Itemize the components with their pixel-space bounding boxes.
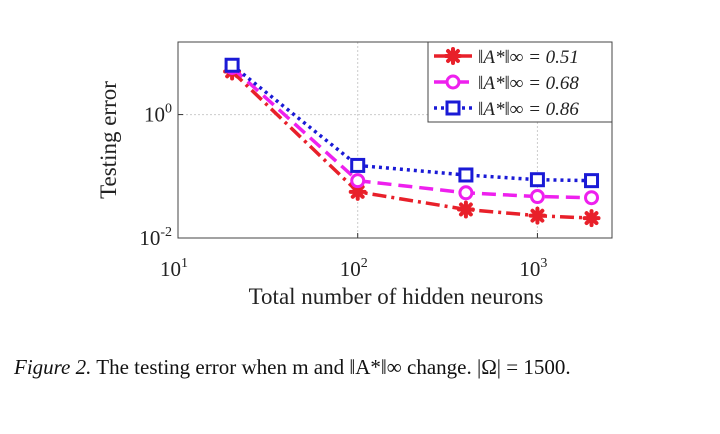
series-line (231, 63, 592, 183)
marker (348, 182, 367, 201)
marker (350, 173, 366, 189)
marker (584, 190, 600, 206)
marker (582, 209, 601, 228)
caption: Figure 2. The testing error when m and ‖… (14, 352, 709, 383)
x-tick-label: 102 (340, 256, 368, 281)
y-tick-label: 100 (144, 102, 172, 127)
marker (529, 172, 545, 188)
marker (224, 57, 240, 73)
y-axis-label: Testing error (96, 81, 121, 199)
tick-exponent: 3 (540, 256, 547, 271)
marker (458, 185, 474, 201)
tick-base: 10 (144, 103, 165, 127)
marker (458, 167, 474, 183)
tick-base: 10 (340, 257, 361, 281)
tick-base: 10 (139, 226, 160, 250)
tick-exponent: 1 (181, 256, 188, 271)
marker (350, 157, 366, 173)
legend-label: ‖A*‖∞ = 0.86 (478, 99, 579, 120)
x-axis-label: Total number of hidden neurons (249, 284, 544, 309)
marker (584, 173, 600, 189)
tick-exponent: 0 (165, 102, 172, 117)
tick-exponent: -2 (160, 225, 172, 240)
marker (529, 189, 545, 205)
legend-marker (444, 47, 462, 65)
x-tick-label: 103 (519, 256, 547, 281)
tick-base: 10 (160, 257, 181, 281)
legend-marker (445, 74, 461, 90)
legend-marker (445, 100, 461, 116)
tick-exponent: 2 (361, 256, 368, 271)
marker (456, 200, 475, 219)
plot-frame (177, 41, 613, 239)
x-tick-label: 101 (160, 256, 188, 281)
caption-label: Figure 2. (14, 355, 92, 379)
caption-text: The testing error when m and ‖A*‖∞ chang… (96, 355, 571, 379)
tick-base: 10 (519, 257, 540, 281)
marker (528, 206, 547, 225)
legend-label: ‖A*‖∞ = 0.68 (478, 73, 579, 94)
chart: Testing error Total number of hidden neu… (96, 41, 613, 309)
y-tick-label: 10-2 (139, 225, 172, 250)
legend-label: ‖A*‖∞ = 0.51 (478, 47, 579, 68)
